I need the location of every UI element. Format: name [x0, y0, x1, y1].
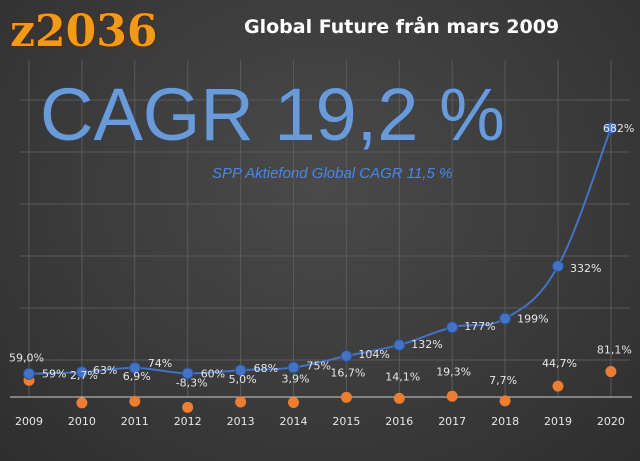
annual-data-label: 6,9%: [123, 370, 151, 383]
x-tick-label: 2017: [438, 415, 466, 428]
main-data-label: 332%: [570, 262, 601, 275]
annual-data-label: -8,3%: [176, 376, 208, 389]
main-point: [75, 366, 88, 379]
annual-point: [605, 366, 617, 378]
annual-point: [552, 380, 564, 392]
annual-point: [446, 390, 458, 402]
x-tick-label: 2018: [491, 415, 519, 428]
main-point: [234, 364, 247, 377]
annual-point: [235, 396, 247, 408]
x-tick-label: 2019: [544, 415, 572, 428]
annual-data-label: 59,0%: [9, 351, 44, 364]
main-point: [552, 260, 564, 273]
annual-data-label: 14,1%: [385, 370, 420, 383]
x-tick-label: 2011: [121, 415, 149, 428]
annual-point: [288, 396, 299, 408]
x-axis: 2009 2010 2011 2012 2013 2014 2015 2016 2017 2018…: [10, 396, 632, 428]
main-data-label: 74%: [148, 357, 172, 370]
main-point: [287, 361, 300, 374]
logo-text: z2036: [10, 6, 157, 57]
annual-point: [182, 401, 194, 413]
annual-data-label: 5,0%: [229, 373, 257, 386]
annual-point: [76, 397, 88, 409]
x-tick-label: 2016: [385, 415, 413, 428]
main-data-label: 63%: [93, 364, 117, 377]
annual-data-label: 44,7%: [542, 357, 577, 370]
x-tick-label: 2015: [332, 415, 360, 428]
x-tick-label: 2014: [280, 415, 308, 428]
main-point: [340, 350, 353, 363]
main-data-label: 199%: [517, 313, 548, 326]
annual-data-label: 19,3%: [436, 365, 471, 378]
main-point: [604, 122, 617, 135]
main-data-label: 59%: [42, 368, 66, 381]
main-data-label: 104%: [358, 348, 389, 361]
annual-data-label: 2,7%: [70, 369, 98, 382]
x-tick-label: 2009: [15, 415, 43, 428]
annual-data-label: 81,1%: [597, 344, 632, 357]
main-data-label: 177%: [464, 320, 495, 333]
annual-data-label: 7,7%: [489, 374, 517, 387]
x-tick-label: 2013: [227, 415, 255, 428]
chart-title: Global Future från mars 2009: [244, 14, 559, 38]
main-data-label: 132%: [411, 338, 442, 351]
series-layer: 59% 63% 74% 60% 68% 75% 104% 132% 177% 199% 332% 68…: [9, 122, 634, 413]
x-tick-label: 2020: [597, 415, 625, 428]
main-data-label: 60%: [201, 367, 225, 380]
annual-point: [129, 395, 141, 407]
main-data-label: 75%: [307, 359, 331, 372]
main-point: [393, 338, 406, 351]
subtitle-text: SPP Aktiefond Global CAGR 11,5 %: [212, 165, 452, 182]
x-tick-label: 2012: [174, 415, 202, 428]
main-point: [181, 367, 194, 380]
main-point: [446, 321, 459, 334]
grid-lines: [20, 60, 630, 397]
annual-point: [340, 391, 352, 403]
main-point: [128, 361, 141, 374]
annual-point: [393, 392, 405, 404]
main-point: [499, 312, 512, 325]
main-data-label: 68%: [254, 362, 278, 375]
x-tick-label: 2010: [68, 415, 96, 428]
cagr-text: CAGR 19,2 %: [40, 73, 505, 156]
main-point: [23, 367, 35, 380]
annual-data-label: 16,7%: [330, 366, 365, 379]
annual-data-label: 3,9%: [282, 372, 310, 385]
annual-point: [499, 395, 511, 407]
main-data-label: 682%: [603, 122, 634, 135]
